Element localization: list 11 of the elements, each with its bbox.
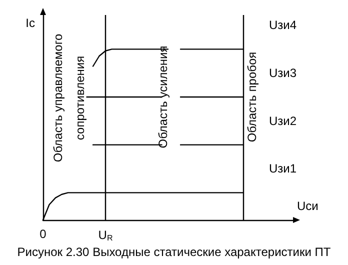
text: Uзи2 xyxy=(269,114,297,128)
x-tick-label: 0 xyxy=(40,227,47,241)
x-axis-title: Uси xyxy=(297,199,318,213)
text: Uзи4 xyxy=(269,18,297,32)
text: Uзи1 xyxy=(269,162,297,176)
text: Рисунок 2.30 Выходные статические характеристики ПТ xyxy=(17,245,332,259)
y-axis-title: Ic xyxy=(26,16,35,30)
annotation: Область усиления xyxy=(156,46,170,148)
annotation: Область управляемого сопротивления xyxy=(51,34,87,162)
text: Uзи3 xyxy=(269,66,297,80)
annotation: Область пробоя xyxy=(245,52,259,142)
